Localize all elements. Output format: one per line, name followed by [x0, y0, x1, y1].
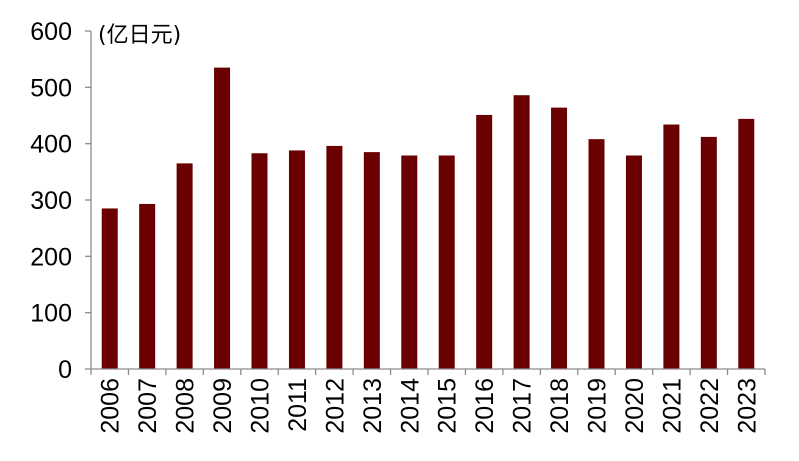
x-tick-label-2009: 2009: [209, 378, 237, 434]
bars: [101, 67, 755, 369]
bar-2011: [288, 150, 305, 369]
x-axis-ticks: 2006 2007 2008 2009 2010 2011 2012 2013 2014 2015…: [90, 369, 766, 434]
y-tick-label: 0: [58, 356, 72, 384]
y-tick-label: 300: [30, 187, 72, 215]
x-tick-label-2018: 2018: [546, 378, 574, 434]
bar-2008: [176, 163, 193, 369]
bar-2021: [663, 124, 680, 369]
y-tick-label: 400: [30, 131, 72, 159]
bar-2020: [625, 155, 642, 369]
bar-2015: [438, 155, 455, 369]
bar-2012: [326, 145, 343, 369]
y-axis-unit-label: (亿日元): [98, 23, 181, 48]
bar-2006: [101, 208, 118, 369]
bar-2009: [214, 67, 231, 369]
bar-2013: [363, 152, 380, 369]
x-tick-label-2017: 2017: [509, 378, 537, 434]
x-tick-label-2011: 2011: [284, 378, 312, 432]
x-tick-label-2023: 2023: [733, 378, 761, 434]
y-tick-label: 500: [30, 74, 72, 102]
x-tick-label-2012: 2012: [321, 378, 349, 434]
y-tick-label: 600: [30, 18, 72, 46]
bar-2017: [513, 95, 530, 369]
bar-2016: [476, 114, 493, 369]
x-tick-label-2016: 2016: [471, 378, 499, 434]
bar-2022: [700, 136, 717, 369]
x-tick-label-2013: 2013: [359, 378, 387, 434]
x-tick-label-2021: 2021: [658, 378, 686, 434]
bar-2019: [588, 139, 605, 369]
x-tick-label-2010: 2010: [247, 378, 275, 434]
y-tick-label: 100: [30, 300, 72, 328]
x-tick-label-2008: 2008: [172, 378, 200, 434]
bar-2023: [738, 118, 755, 369]
y-axis-ticks: 0 100 200 300 400 500 600: [30, 18, 91, 384]
bar-2014: [401, 155, 418, 369]
x-tick-label-2019: 2019: [584, 378, 612, 434]
x-tick-label-2015: 2015: [434, 378, 462, 434]
x-tick-label-2007: 2007: [134, 378, 162, 434]
x-tick-label-2020: 2020: [621, 378, 649, 434]
y-tick-label: 200: [30, 243, 72, 271]
x-tick-label-2006: 2006: [97, 378, 125, 434]
x-tick-label-2014: 2014: [396, 378, 424, 434]
bar-2007: [139, 203, 156, 369]
bar-2010: [251, 153, 268, 369]
x-tick-label-2022: 2022: [696, 378, 724, 434]
bar-2018: [551, 107, 568, 369]
